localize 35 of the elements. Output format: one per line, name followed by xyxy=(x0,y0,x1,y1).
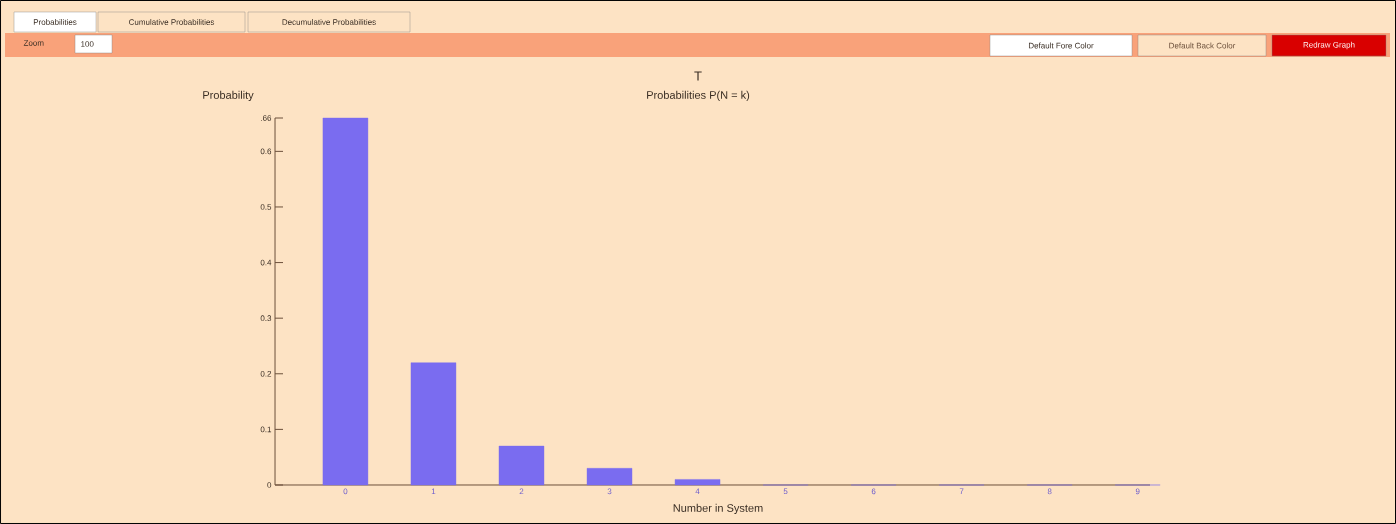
x-tick-label: 9 xyxy=(1135,488,1140,495)
text: Zoom xyxy=(23,40,44,46)
text: 100 xyxy=(81,41,94,47)
chart-title: T xyxy=(694,71,702,81)
y-tick-label: 0.2 xyxy=(260,370,272,377)
text: Decumulative Probabilities xyxy=(282,19,376,25)
x-tick-label: 4 xyxy=(695,488,700,495)
x-tick-label: 7 xyxy=(959,488,964,495)
bar xyxy=(674,479,721,486)
y-tick-label: 0.5 xyxy=(260,204,272,210)
x-tick-label: 0 xyxy=(343,488,348,495)
x-tick-label: 2 xyxy=(519,488,524,495)
y-tick-label: 0.3 xyxy=(260,315,272,322)
y-tick-label: 0.4 xyxy=(260,259,272,266)
text: Redraw Graph xyxy=(1303,41,1355,50)
bar xyxy=(322,117,369,486)
x-tick-label: 5 xyxy=(783,488,788,495)
y-tick-label: 0 xyxy=(267,482,272,488)
x-tick-label: 8 xyxy=(1047,488,1052,495)
bar xyxy=(498,445,545,486)
x-tick-label: 3 xyxy=(607,488,612,495)
chart-subtitle: Probabilities P(N = k) xyxy=(647,90,750,102)
text: Probabilities xyxy=(33,19,77,25)
y-axis-title: Probability xyxy=(203,90,254,102)
x-tick-label: 1 xyxy=(431,488,436,495)
bar xyxy=(586,468,633,486)
x-axis-title: Number in System xyxy=(673,503,763,515)
bar xyxy=(410,362,457,486)
x-tick-label: 6 xyxy=(871,488,876,495)
y-tick-label: 0.1 xyxy=(260,426,272,433)
y-tick-label: 0.6 xyxy=(260,148,272,155)
text: Default Fore Color xyxy=(1028,42,1094,49)
text: Default Back Color xyxy=(1169,42,1236,49)
y-tick-label: .66 xyxy=(261,115,272,121)
text: Cumulative Probabilities xyxy=(129,19,215,25)
